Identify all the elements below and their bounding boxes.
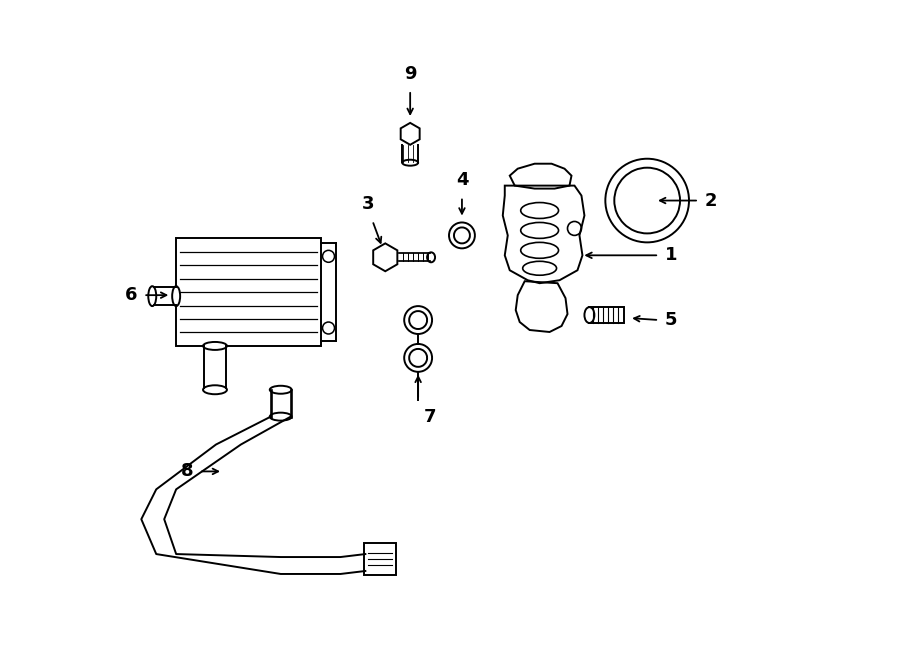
Ellipse shape	[148, 286, 157, 306]
Bar	[364, 543, 396, 575]
Bar	[590, 307, 625, 323]
Ellipse shape	[203, 385, 227, 394]
Text: 4: 4	[455, 171, 468, 188]
Text: 1: 1	[665, 247, 678, 264]
Text: 6: 6	[125, 286, 138, 304]
Ellipse shape	[203, 342, 227, 350]
Ellipse shape	[270, 386, 292, 394]
Text: 9: 9	[404, 65, 417, 83]
Text: 5: 5	[665, 311, 678, 329]
Text: 3: 3	[362, 196, 374, 214]
Text: 2: 2	[705, 192, 717, 210]
Text: 7: 7	[424, 408, 436, 426]
Ellipse shape	[584, 307, 594, 323]
Ellipse shape	[172, 286, 180, 306]
Bar	[176, 239, 320, 346]
Text: 8: 8	[181, 463, 194, 481]
